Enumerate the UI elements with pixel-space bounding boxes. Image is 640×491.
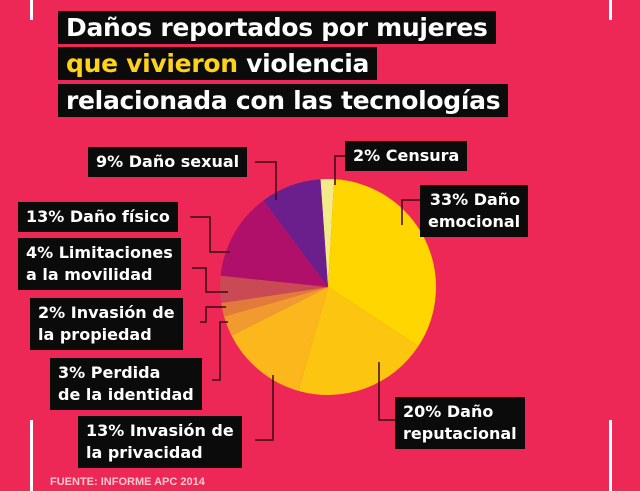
title-line-2: que vivieron violencia (58, 47, 378, 80)
pie-slice-7 (220, 200, 328, 287)
pie-slice-4 (224, 287, 328, 336)
leader-privacidad (255, 375, 274, 441)
title-line-3: relacionada con las tecnologías (58, 84, 509, 117)
label-propiedad-1: 2% Invasión de (38, 303, 175, 322)
pie-slice-8 (263, 179, 328, 287)
leader-emocional (401, 199, 420, 225)
leader-lines (190, 155, 420, 441)
label-privacidad-2: la privacidad (86, 443, 203, 462)
label-reputacional-1: 20% Daño (403, 402, 494, 421)
label-emocional: 33% Daño emocional (420, 185, 529, 237)
label-propiedad: 2% Invasión de la propiedad (30, 298, 183, 350)
label-fisico: 13% Daño físico (18, 202, 178, 232)
label-identidad-1: 3% Perdida (58, 363, 161, 382)
pie-slice-3 (231, 287, 328, 391)
leader-fisico (190, 216, 230, 253)
pie-slice-2 (298, 287, 419, 395)
label-propiedad-2: la propiedad (38, 325, 152, 344)
leader-sexual (255, 161, 277, 200)
label-privacidad-1: 13% Invasión de (86, 421, 234, 440)
source-note: FUENTE: INFORME APC 2014 (50, 476, 205, 488)
title-line-2-rest: violencia (237, 49, 370, 78)
title-line-1: Daños reportados por mujeres (58, 11, 496, 44)
label-censura: 2% Censura (345, 141, 468, 171)
label-movilidad-2: a la movilidad (26, 265, 153, 284)
leader-censura (334, 155, 345, 185)
label-reputacional-2: reputacional (403, 424, 517, 443)
leader-reputacional (378, 362, 395, 421)
leader-propiedad (200, 306, 226, 323)
label-privacidad: 13% Invasión de la privacidad (78, 416, 242, 468)
label-sexual: 9% Daño sexual (88, 147, 248, 177)
title-highlight: que vivieron (66, 49, 238, 78)
pie-slice-6 (220, 275, 328, 304)
label-identidad: 3% Perdida de la identidad (50, 358, 202, 410)
label-identidad-2: de la identidad (58, 385, 194, 404)
frame-line-left-bottom (30, 420, 33, 491)
label-movilidad: 4% Limitaciones a la movilidad (18, 238, 181, 290)
pie-slice-1 (328, 179, 436, 347)
pie-slice-5 (221, 287, 328, 317)
pie-slice-0 (320, 178, 335, 287)
leader-identidad (212, 321, 228, 381)
label-movilidad-1: 4% Limitaciones (26, 243, 173, 262)
label-reputacional: 20% Daño reputacional (395, 397, 525, 449)
frame-line-left-top (30, 0, 33, 20)
frame-line-right-top (609, 0, 612, 20)
label-emocional-1: 33% Daño (429, 190, 521, 209)
frame-line-right-bottom (609, 420, 612, 491)
label-emocional-2: emocional (428, 212, 521, 231)
leader-movilidad (192, 267, 228, 293)
